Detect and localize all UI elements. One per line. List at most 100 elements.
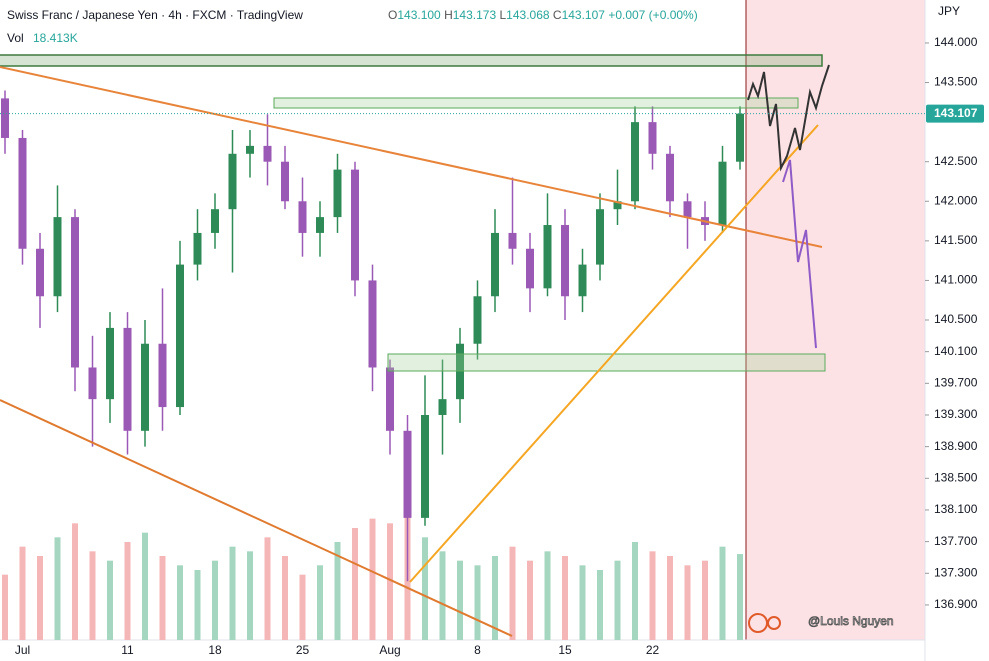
volume-bar <box>387 523 393 640</box>
y-tick-label: 138.900 <box>934 439 978 453</box>
volume-bar <box>649 551 656 640</box>
candle-body <box>228 153 237 210</box>
volume-bar <box>492 556 498 640</box>
volume-bar <box>282 556 288 640</box>
y-tick-label: 137.700 <box>934 534 978 548</box>
change: +0.007 (+0.00%) <box>608 8 697 22</box>
candle-body <box>561 225 569 297</box>
candle-body <box>36 248 44 297</box>
x-tick-label: 25 <box>296 643 310 657</box>
volume-bar <box>509 546 516 640</box>
volume-bar <box>212 560 218 640</box>
volume-bar <box>439 551 446 640</box>
volume-bar <box>527 560 533 640</box>
volume-bar <box>72 523 78 640</box>
ohlc-value: 143.107 <box>562 8 606 22</box>
y-tick-label: 142.500 <box>934 154 978 168</box>
volume-bar <box>159 556 166 640</box>
y-tick-label: 141.000 <box>934 273 978 287</box>
ohlc: O143.100 H143.173 L143.068 C143.107 +0.0… <box>388 8 698 22</box>
volume-bar <box>317 565 323 640</box>
projection-path <box>782 159 817 349</box>
volume-bar <box>229 546 236 640</box>
candle-body <box>333 169 342 218</box>
candle-body <box>71 217 79 368</box>
y-tick-label: 142.000 <box>934 193 978 207</box>
trend-line <box>409 124 819 583</box>
y-tick-label: 137.300 <box>934 565 978 579</box>
volume-bar <box>597 570 603 640</box>
trend-line <box>0 66 823 248</box>
candle-body <box>543 225 552 289</box>
zone <box>0 54 823 67</box>
volume-bar <box>474 565 481 640</box>
candle-body <box>53 217 62 297</box>
watermark-text: @Louis Nguyen <box>808 614 894 628</box>
chart-title: Swiss Franc / Japanese Yen · 4h · FXCM ·… <box>7 8 303 22</box>
candle-body <box>613 201 622 210</box>
candle-body <box>141 343 149 431</box>
candle-body <box>351 169 359 281</box>
currency: JPY <box>938 4 960 18</box>
volume-bar <box>702 560 708 640</box>
volume-bar <box>334 542 341 640</box>
volume-bar <box>352 528 358 640</box>
candle-body <box>263 145 272 162</box>
x-tick-label: 22 <box>646 643 660 657</box>
volume-bar <box>299 574 306 640</box>
y-tick-label: 138.100 <box>934 502 978 516</box>
volume-bar <box>89 551 96 640</box>
candle-body <box>298 201 307 233</box>
x-tick-label: 11 <box>121 643 134 657</box>
candle-body <box>718 161 727 226</box>
x-tick-label: 18 <box>208 643 222 657</box>
volume-value: 18.413K <box>33 31 78 45</box>
volume-bar <box>579 565 586 640</box>
volume-bar <box>177 565 183 640</box>
candle-body <box>491 232 499 297</box>
ohlc-key: H <box>444 8 453 22</box>
volume-bar <box>107 560 113 640</box>
candle-body <box>648 122 657 154</box>
logo <box>767 616 781 630</box>
drawings <box>0 54 830 637</box>
trend-line <box>0 399 513 637</box>
candle-body <box>526 248 534 289</box>
zone <box>273 97 799 109</box>
y-tick-label: 138.500 <box>934 470 978 484</box>
projection-path <box>747 64 830 172</box>
x-tick-label: 8 <box>474 643 481 657</box>
volume-bar <box>142 532 148 640</box>
candle-body <box>281 161 289 202</box>
candle-body <box>683 201 692 218</box>
last-price-label: 143.107 <box>934 106 978 120</box>
candle-body <box>578 264 587 297</box>
last-price-box <box>926 104 984 123</box>
candle-body <box>158 343 167 408</box>
ohlc-value: 143.100 <box>397 8 441 22</box>
candle-body <box>403 430 412 518</box>
candle-body <box>1 98 9 138</box>
volume-bar <box>194 570 201 640</box>
y-tick-label: 144.000 <box>934 35 978 49</box>
volume-bar <box>247 551 253 640</box>
y-tick-label: 139.700 <box>934 375 978 389</box>
ohlc-value: 143.173 <box>453 8 497 22</box>
candle-body <box>386 367 394 431</box>
y-tick-label: 143.500 <box>934 75 978 89</box>
candle-body <box>18 137 27 249</box>
ohlc-value: 143.068 <box>506 8 550 22</box>
volume-bar <box>632 542 638 640</box>
candle-body <box>438 399 447 415</box>
x-tick-label: Aug <box>379 643 400 657</box>
volume-bar <box>422 537 428 640</box>
watermark: @Louis Nguyen <box>748 613 894 633</box>
x-tick-label: Jul <box>15 643 30 657</box>
candle-body <box>316 217 324 233</box>
volume-bar <box>684 565 691 640</box>
candle-body <box>176 264 184 408</box>
ohlc-key: C <box>553 8 562 22</box>
candle-body <box>473 296 482 344</box>
volume-bar <box>544 551 551 640</box>
candle-body <box>736 113 744 162</box>
